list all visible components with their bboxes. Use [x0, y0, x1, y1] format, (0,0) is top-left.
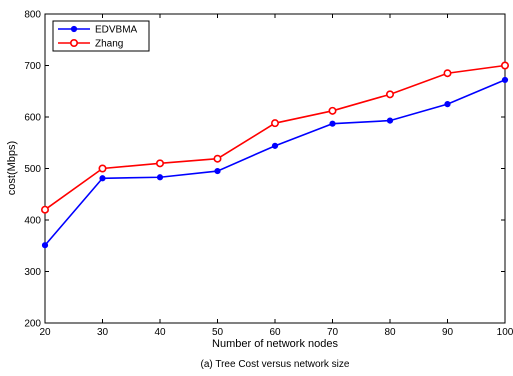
x-tick-label: 80 [384, 327, 396, 338]
data-point-edvbma [501, 76, 509, 84]
data-point-zhang [385, 90, 394, 99]
legend-label-edvbma: EDVBMA [95, 25, 138, 36]
data-point-edvbma [386, 117, 394, 124]
data-point-edvbma [41, 242, 49, 249]
x-tick-label: 100 [497, 327, 513, 338]
data-point-zhang [98, 164, 107, 173]
legend-marker-edvbma [70, 25, 78, 33]
data-point-zhang [270, 119, 279, 128]
x-axis-title: Number of network nodes [212, 338, 338, 350]
legend-box [52, 20, 150, 52]
y-axis-ticks: 200 300 400 500 600 700 800 [24, 10, 505, 330]
data-point-edvbma [329, 120, 336, 127]
legend-label-zhang: Zhang [95, 39, 123, 50]
y-tick-label: 500 [24, 164, 41, 175]
data-point-zhang [328, 106, 337, 115]
chart-caption: (a) Tree Cost versus network size [201, 359, 350, 370]
data-point-edvbma [271, 142, 279, 149]
series-layer [40, 61, 509, 249]
x-tick-label: 40 [154, 327, 166, 338]
data-point-zhang [213, 154, 222, 163]
data-point-zhang [500, 61, 509, 70]
x-tick-label: 20 [39, 327, 51, 338]
x-axis-ticks: 20 30 40 50 60 70 80 90 100 [39, 14, 513, 338]
data-point-edvbma [156, 174, 164, 181]
data-point-edvbma [214, 167, 221, 175]
data-point-zhang [443, 69, 452, 78]
x-tick-label: 90 [442, 327, 454, 338]
data-point-zhang [40, 205, 49, 214]
x-tick-label: 70 [327, 327, 339, 338]
x-tick-label: 30 [97, 327, 109, 338]
x-tick-label: 50 [212, 327, 224, 338]
y-tick-label: 800 [24, 10, 41, 21]
plot-area [44, 13, 506, 324]
y-tick-label: 700 [24, 61, 41, 72]
y-tick-label: 600 [24, 113, 41, 124]
data-point-edvbma [444, 101, 451, 108]
y-tick-label: 300 [24, 267, 41, 278]
x-tick-label: 60 [269, 327, 281, 338]
y-tick-label: 200 [24, 319, 41, 330]
legend-marker-zhang [70, 38, 79, 47]
data-point-zhang [156, 159, 165, 168]
y-tick-label: 400 [24, 216, 41, 227]
legend: EDVBMA Zhang [52, 20, 150, 52]
y-axis-title: cost(Mbps) [6, 141, 18, 195]
data-point-edvbma [99, 175, 106, 182]
